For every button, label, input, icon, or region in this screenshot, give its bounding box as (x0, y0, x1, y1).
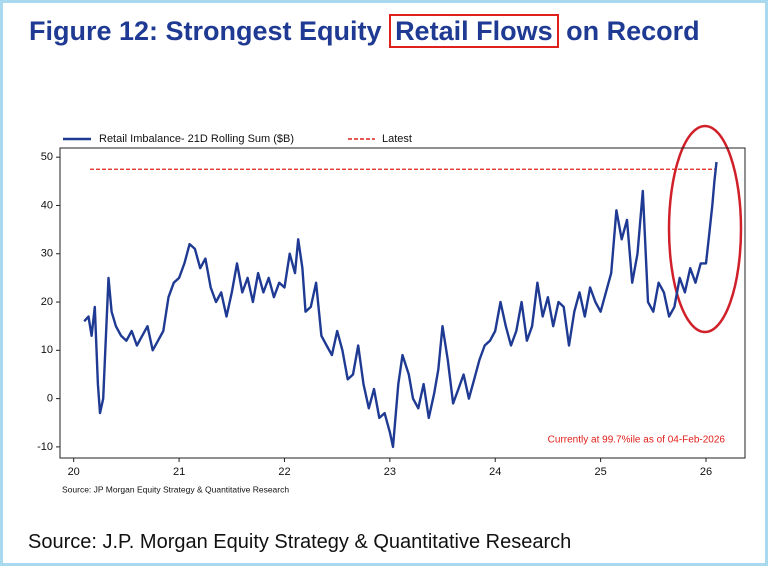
x-tick-label: 20 (68, 466, 80, 478)
y-tick-label: 50 (41, 151, 53, 163)
title-part: on Record (566, 16, 700, 46)
legend-label: Latest (382, 133, 412, 145)
x-tick-label: 22 (278, 466, 290, 478)
x-tick-label: 25 (594, 466, 606, 478)
chart: -10 0 10 20 30 40 50 20 21 22 23 24 25 26 Retail Imbal… (37, 124, 746, 494)
plot-frame (59, 147, 746, 459)
highlight-circle (667, 124, 743, 334)
y-tick-label: 0 (47, 393, 53, 405)
title-part: Figure 12: Strongest Equity (29, 16, 382, 46)
title-highlight: Retail Flows (389, 14, 559, 48)
y-tick-label: 10 (41, 344, 53, 356)
x-tick-label: 21 (173, 466, 185, 478)
source: Source: J.P. Morgan Equity Strategy & Qu… (28, 531, 572, 553)
title: Figure 12: Strongest Equity Retail Flows… (29, 9, 749, 53)
x-tick-label: 24 (489, 466, 501, 478)
y-tick-label: 20 (41, 296, 53, 308)
y-tick-label: 40 (41, 199, 53, 211)
y-tick-label: 30 (41, 248, 53, 260)
x-tick-label: 26 (700, 466, 712, 478)
chart-source: Source: JP Morgan Equity Strategy & Quan… (62, 484, 289, 494)
x-tick-label: 23 (384, 466, 396, 478)
data-line (83, 161, 718, 449)
annotation: Currently at 99.7%ile as of 04-Feb-2026 (548, 435, 726, 446)
legend-label: Retail Imbalance- 21D Rolling Sum ($B) (99, 133, 294, 145)
y-tick-label: -10 (37, 441, 53, 453)
